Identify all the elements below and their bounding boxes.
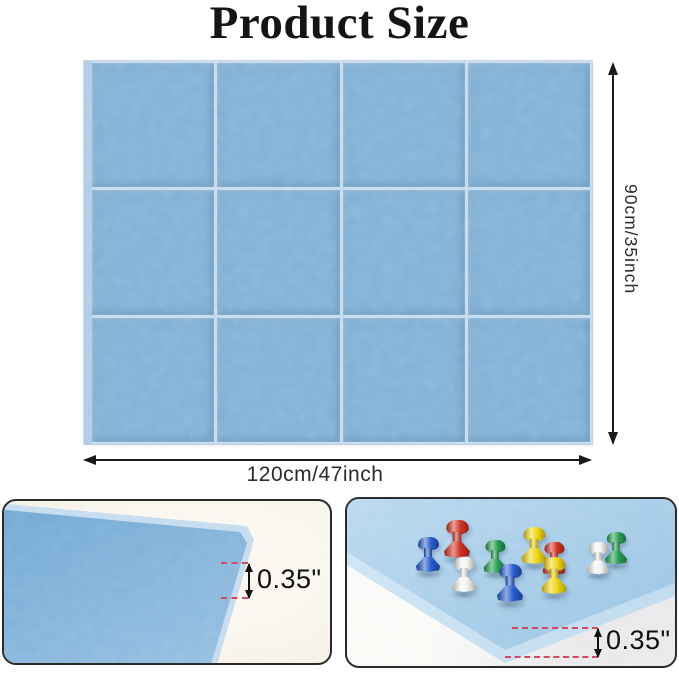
pin-base — [586, 560, 610, 575]
push-pin-red — [440, 519, 474, 566]
height-dimension-label: 90cm/35inch — [621, 184, 641, 295]
push-pin-white — [584, 542, 612, 581]
board-tile — [217, 63, 340, 188]
board-tile — [217, 190, 340, 315]
board-tile — [92, 190, 215, 315]
push-pin-blue — [493, 563, 527, 610]
board-tile — [342, 317, 465, 442]
thickness-dash-line-top — [221, 562, 248, 564]
push-pin-white — [449, 557, 479, 599]
board-tile — [342, 190, 465, 315]
pin-base — [541, 578, 567, 594]
thickness-label: 0.35" — [606, 625, 671, 655]
pin-base — [497, 585, 523, 602]
board-tile — [467, 190, 590, 315]
board-tile — [92, 317, 215, 442]
thickness-dash-line-top — [512, 627, 598, 629]
width-dimension-arrow — [85, 459, 590, 461]
thickness-dash-line-bottom — [221, 597, 248, 599]
board-grid — [92, 63, 590, 442]
pin-base — [452, 577, 476, 592]
pin-stem — [452, 531, 462, 543]
height-dimension-arrow — [612, 64, 614, 443]
pin-stem — [491, 550, 499, 560]
board-tile — [217, 317, 340, 442]
pin-stem — [505, 575, 515, 587]
pin-stem — [594, 552, 602, 562]
push-pin-yellow — [538, 557, 570, 602]
pin-stem — [549, 568, 559, 580]
page-title: Product Size — [209, 0, 470, 49]
pin-stem — [612, 542, 620, 552]
pin-stem — [424, 548, 432, 558]
thickness-arrow — [248, 564, 250, 598]
board-tile — [92, 63, 215, 188]
pins-layer — [347, 499, 675, 666]
pin-stem — [460, 568, 468, 578]
thickness-arrow — [597, 629, 599, 657]
pin-base — [416, 557, 440, 572]
board-tile — [467, 317, 590, 442]
photo-thickness-corner: 0.35" — [2, 499, 332, 665]
push-pin-blue — [413, 537, 443, 579]
thickness-label: 0.35" — [257, 564, 322, 594]
pin-stem — [529, 538, 539, 550]
pin-board — [84, 61, 592, 444]
thickness-dash-line-bottom — [505, 656, 598, 658]
width-dimension-label: 120cm/47inch — [246, 463, 384, 486]
board-tile — [467, 63, 590, 188]
pin-base — [444, 541, 470, 558]
board-tile — [342, 63, 465, 188]
photo-thickness-pins: 0.35" — [345, 497, 677, 668]
